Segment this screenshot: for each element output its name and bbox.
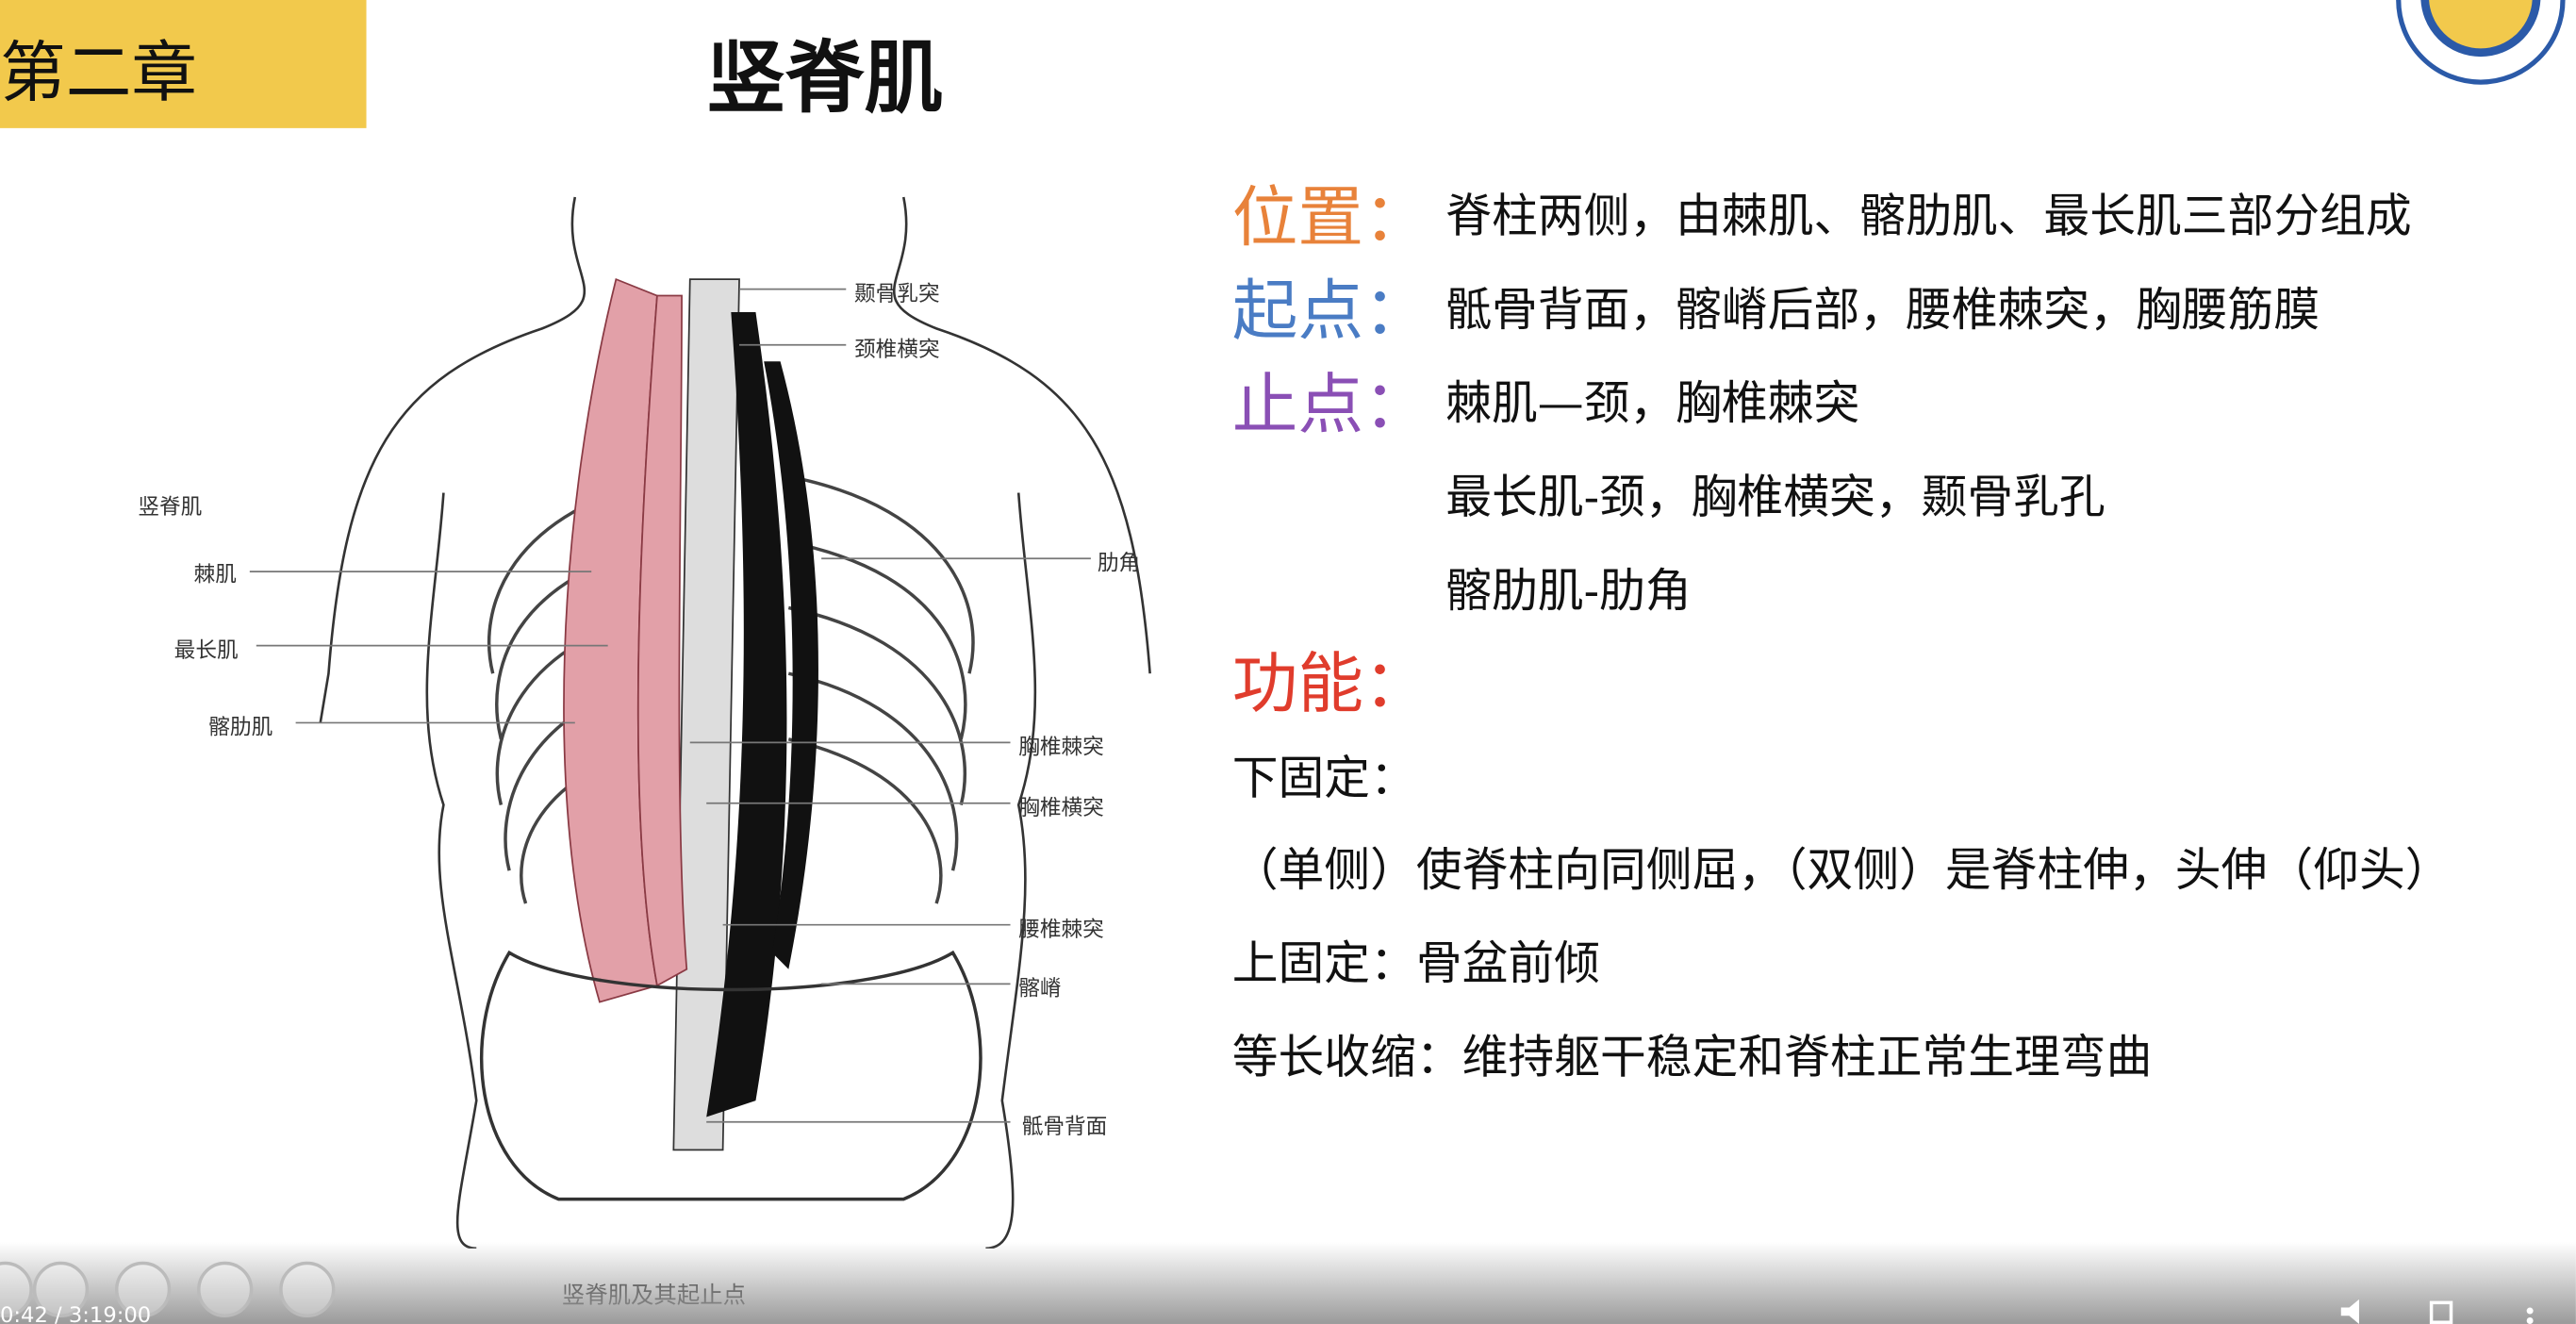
slide-title: 竖脊肌	[706, 32, 944, 125]
section-text: 髂肋肌-肋角	[1445, 563, 1692, 618]
muscle-illustration	[319, 196, 1151, 1249]
player-bar	[0, 1241, 2576, 1324]
chapter-tag: 第二章	[0, 0, 367, 128]
section-text: （单侧）使脊柱向同侧屈，（双侧）是脊柱伸，头伸（仰头）	[1231, 842, 2452, 898]
figure-label: 颈椎横突	[853, 338, 940, 363]
player-controls[interactable]	[2333, 1298, 2563, 1324]
section-label: 位置：	[1231, 180, 1429, 257]
figure-label: 胸椎棘突	[1018, 736, 1104, 761]
section-text: 棘肌—颈，胸椎棘突	[1445, 375, 1860, 431]
section-label: 止点：	[1231, 368, 1429, 444]
figure-label: 胸椎横突	[1018, 796, 1104, 821]
section-label: 起点：	[1231, 273, 1429, 351]
section-text: 下固定：	[1231, 751, 1416, 805]
pen-button[interactable]	[32, 1261, 90, 1318]
section-text: 最长肌-颈，胸椎横突，颞骨乳孔	[1445, 470, 2105, 524]
section-text: 等长收缩：维持躯干稳定和脊柱正常生理弯曲	[1231, 1030, 2153, 1084]
section-label: 功能：	[1231, 647, 1429, 723]
more-button[interactable]	[279, 1261, 336, 1318]
figure-label: 最长肌	[173, 638, 239, 664]
slides-button[interactable]	[114, 1261, 172, 1318]
time-display: 0:42 / 3:19:00	[0, 1304, 152, 1324]
figure-label: 骶骨背面	[1021, 1115, 1108, 1140]
figure-label: 髂嵴	[1018, 977, 1062, 1002]
figure-label: 棘肌	[193, 563, 237, 588]
figure-label: 腰椎棘突	[1018, 918, 1104, 943]
leader-lines	[249, 288, 1091, 1123]
section-text: 上固定：骨盆前倾	[1231, 935, 1601, 991]
logo	[2396, 0, 2566, 85]
figure-label: 颞骨乳突	[853, 282, 940, 307]
figure-label: 肋角	[1097, 552, 1141, 577]
figure-label: 竖脊肌	[138, 496, 203, 521]
section-text: 骶骨背面，髂嵴后部，腰椎棘突，胸腰筋膜	[1445, 282, 2320, 338]
section-text: 脊柱两侧，由棘肌、髂肋肌、最长肌三部分组成	[1445, 189, 2412, 243]
figure-label: 髂肋肌	[208, 716, 273, 741]
zoom-button[interactable]	[197, 1261, 254, 1318]
chapter-text: 第二章	[0, 36, 198, 112]
